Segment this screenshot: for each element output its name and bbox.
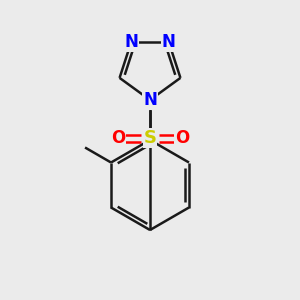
Text: N: N (162, 33, 176, 51)
Text: N: N (143, 91, 157, 109)
Text: O: O (175, 129, 189, 147)
Text: N: N (124, 33, 138, 51)
Text: O: O (111, 129, 125, 147)
Text: S: S (143, 129, 157, 147)
